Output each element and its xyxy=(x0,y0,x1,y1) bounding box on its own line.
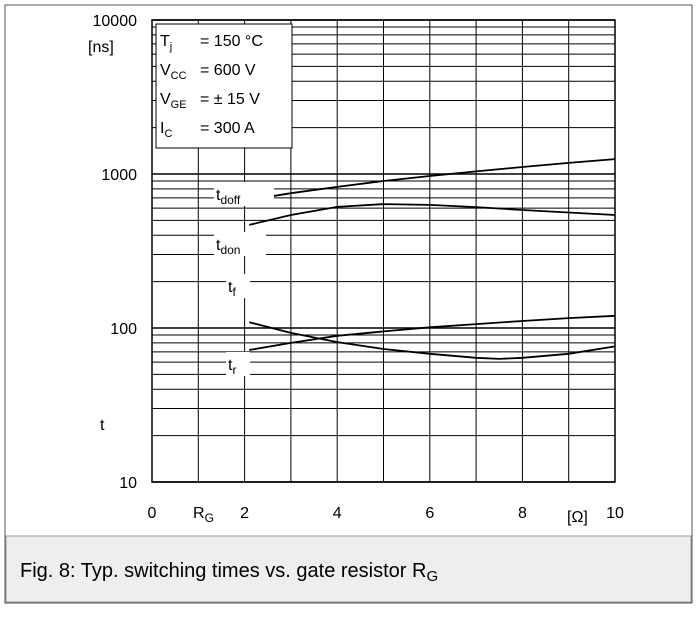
condition: Tj = 150 °C xyxy=(160,33,263,53)
series-label: tdon xyxy=(216,237,240,257)
series-line xyxy=(249,314,616,351)
plot-border xyxy=(151,19,616,483)
condition: IC = 300 A xyxy=(160,120,255,140)
condition-sub: j xyxy=(169,41,172,53)
condition-sub: CC xyxy=(171,70,187,82)
condition-symbol: T xyxy=(160,33,170,50)
x-tick-label: 2 xyxy=(240,505,249,522)
series-label-main: t xyxy=(216,187,221,204)
conditions-box xyxy=(155,23,293,149)
condition: VCC = 600 V xyxy=(160,62,256,82)
condition-sub: C xyxy=(164,128,172,140)
condition-text: = 600 V xyxy=(200,62,256,79)
series-label-sub: r xyxy=(232,363,236,377)
series-label-sub: doff xyxy=(220,193,240,207)
condition-symbol: I xyxy=(160,120,164,137)
series-label-sub: f xyxy=(232,285,236,299)
caption-box xyxy=(5,535,692,603)
x-axis-label-sub: G xyxy=(205,511,214,525)
series-label-bg xyxy=(226,352,250,376)
series-line xyxy=(248,203,616,226)
series-label-sub: don xyxy=(220,243,240,257)
x-axis-label: RG xyxy=(193,505,214,525)
condition-sub: GE xyxy=(171,99,187,111)
series-label-main: t xyxy=(228,357,233,374)
condition: VGE = ± 15 V xyxy=(160,91,260,111)
series-line xyxy=(249,158,616,201)
condition-text: = 300 A xyxy=(200,120,255,137)
series-label: tdoff xyxy=(216,187,241,207)
condition-symbol: V xyxy=(160,62,171,79)
x-tick-label: 0 xyxy=(148,505,157,522)
y-axis-label: t xyxy=(100,417,105,434)
frame xyxy=(4,4,693,604)
condition-symbol: V xyxy=(160,91,171,108)
x-tick-label: 10 xyxy=(606,505,624,522)
series-label: tr xyxy=(228,357,236,377)
caption-main: Fig. 8: Typ. switching times vs. gate re… xyxy=(20,560,426,582)
x-tick-label: 8 xyxy=(518,505,527,522)
caption-sub: G xyxy=(426,568,438,585)
series-line xyxy=(248,321,616,360)
y-tick-label: 10000 xyxy=(93,13,138,30)
condition-text: = ± 15 V xyxy=(200,91,260,108)
series-label-main: t xyxy=(216,237,221,254)
caption: Fig. 8: Typ. switching times vs. gate re… xyxy=(20,560,438,585)
y-tick-label: 10 xyxy=(119,475,137,492)
series-label-bg xyxy=(226,274,250,298)
y-tick-label: 100 xyxy=(110,321,137,338)
series-label-bg xyxy=(214,232,266,256)
x-tick-label: 6 xyxy=(425,505,434,522)
y-axis-unit: [ns] xyxy=(88,39,114,56)
x-axis-unit: [Ω] xyxy=(567,509,588,526)
x-tick-label: 4 xyxy=(333,505,342,522)
condition-text: = 150 °C xyxy=(200,33,263,50)
y-tick-label: 1000 xyxy=(101,167,137,184)
series-label: tf xyxy=(228,279,236,299)
series-label-main: t xyxy=(228,279,233,296)
x-axis-label-main: R xyxy=(193,505,205,522)
series-label-bg xyxy=(214,182,274,206)
